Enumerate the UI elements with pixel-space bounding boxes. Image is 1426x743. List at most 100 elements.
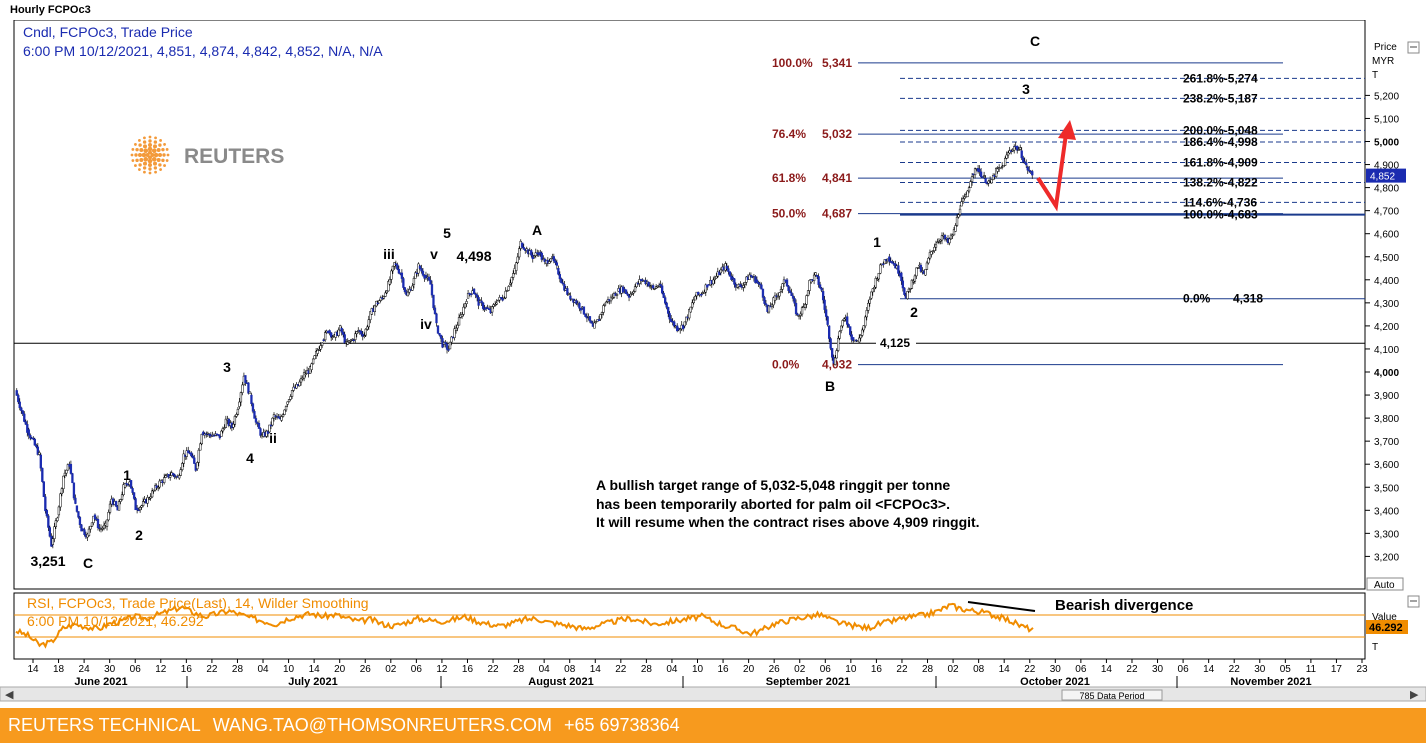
extension-label: 261.8%-5,274 [1183, 71, 1258, 85]
candle-body [60, 488, 64, 495]
candle-body [584, 313, 587, 317]
footer-brand: REUTERS TECHNICAL [8, 715, 201, 735]
candle-body [492, 304, 495, 307]
candle-body [475, 294, 479, 298]
candle-body [123, 483, 127, 488]
day-tick-label: 16 [871, 664, 883, 675]
candle-body [497, 299, 500, 302]
candle-body [421, 270, 425, 276]
candle-body [453, 328, 456, 338]
day-tick-label: 14 [1101, 664, 1113, 675]
horizontal-scrollbar[interactable] [0, 686, 1426, 702]
price-tick-label: 3,700 [1374, 437, 1399, 448]
rsi-expand-icon[interactable] [1407, 595, 1420, 608]
day-tick-label: 20 [334, 664, 346, 675]
day-tick-label: 12 [436, 664, 448, 675]
candle-body [955, 216, 959, 226]
candle-body [719, 269, 722, 274]
candle-body [438, 333, 441, 336]
candle-body [388, 279, 392, 285]
reuters-logo-icon [130, 135, 170, 175]
candle-body [555, 262, 558, 266]
candle-body [778, 292, 781, 297]
candle-body [749, 274, 753, 277]
candle-body [758, 283, 762, 286]
candle-body [829, 338, 832, 349]
candle-body [71, 473, 74, 484]
candle-body [919, 264, 923, 272]
candle-body [146, 497, 149, 504]
day-tick-label: 22 [206, 664, 218, 675]
candle-body [815, 274, 819, 277]
candle-body [552, 256, 555, 262]
candle-body [506, 290, 509, 292]
candle-body [18, 401, 21, 409]
scroll-right-icon[interactable]: ▶ [1410, 689, 1419, 701]
candle-body [588, 316, 592, 322]
candle-body [62, 475, 65, 489]
candle-body [805, 295, 808, 305]
candle-body [990, 179, 993, 184]
candle-body [739, 284, 742, 287]
candle-body [864, 316, 867, 327]
candle-body [509, 282, 512, 285]
candle-body [743, 281, 747, 285]
candle-body [119, 499, 122, 502]
candle-body [367, 319, 370, 328]
auto-scale-button[interactable] [1366, 577, 1404, 591]
price-tick-label: 5,200 [1374, 91, 1399, 102]
candle-body [638, 279, 641, 284]
rsi-last-label: 46.292 [1369, 622, 1403, 634]
candle-body [266, 430, 270, 434]
candle-body [563, 284, 566, 291]
candle-body [310, 363, 313, 370]
candle-body [408, 289, 411, 293]
candle-body [450, 336, 453, 343]
candle-body [313, 355, 316, 360]
candle-body [105, 519, 109, 527]
extension-label: 200.0%-5,048 [1183, 123, 1258, 137]
candle-body [803, 304, 807, 308]
candle-body [755, 279, 759, 283]
wave-label: 3 [1022, 81, 1030, 97]
candle-body [952, 229, 956, 236]
candle-body [220, 430, 223, 437]
candle-body [877, 272, 880, 280]
candle-body [915, 267, 918, 277]
annotation-line-1: A bullish target range of 5,032-5,048 ri… [596, 477, 950, 493]
axis-expand-icon[interactable] [1407, 41, 1420, 54]
candle-body [764, 303, 768, 306]
candle-body [593, 322, 596, 329]
candle-body [876, 278, 879, 281]
candle-body [554, 260, 557, 263]
candle-body [579, 307, 583, 311]
candle-body [706, 284, 709, 288]
candle-body [271, 417, 274, 426]
candle-body [125, 483, 128, 485]
candle-body [627, 294, 631, 298]
candle-body [498, 297, 501, 301]
divergence-line [967, 601, 1036, 612]
candle-body [867, 302, 870, 311]
price-tick-label: 3,900 [1374, 391, 1399, 402]
month-label: November 2021 [1230, 676, 1311, 688]
candle-body [814, 272, 817, 276]
currency-header: MYR [1372, 56, 1394, 67]
candle-body [910, 279, 914, 289]
price-tick-label: 4,100 [1374, 345, 1399, 356]
candle-body [688, 309, 691, 319]
day-tick-label: 18 [53, 664, 65, 675]
wave-label: C [1030, 33, 1040, 49]
candle-body [32, 437, 35, 440]
scroll-left-icon[interactable]: ◀ [5, 689, 14, 701]
candle-body [402, 278, 405, 288]
candle-body [624, 289, 628, 294]
day-tick-label: 22 [615, 664, 627, 675]
candle-body [670, 318, 673, 322]
candle-body [818, 284, 822, 289]
day-tick-label: 02 [948, 664, 960, 675]
candle-body [483, 308, 486, 310]
candle-body [132, 492, 136, 499]
candle-body [77, 511, 80, 518]
